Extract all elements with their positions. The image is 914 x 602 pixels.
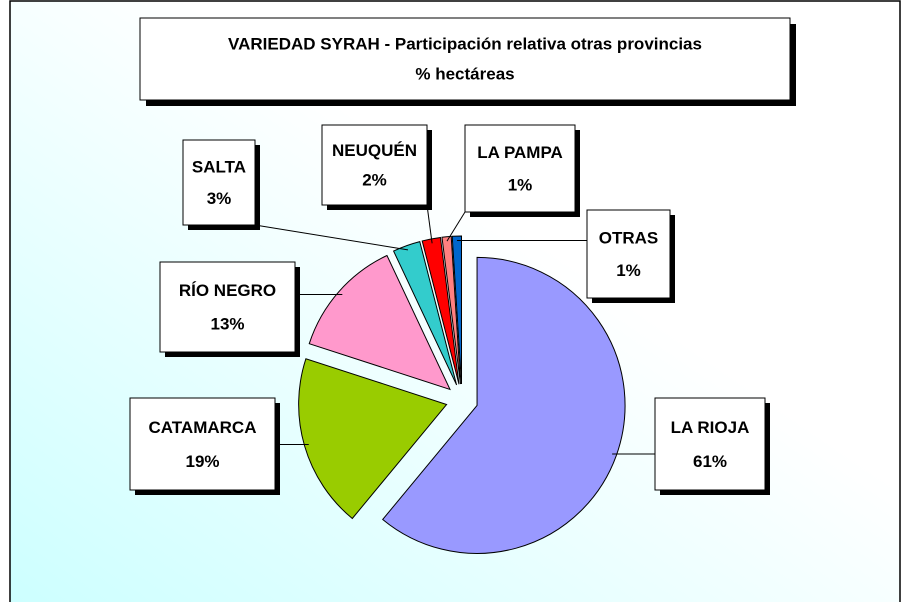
value-label: 3% [207,189,232,208]
pie-slice [392,240,458,386]
value-label: 61% [693,452,727,471]
title-box [139,17,791,101]
label-box [182,139,256,226]
label-box [321,124,428,206]
category-label: SALTA [192,158,246,177]
category-label: CATAMARCA [149,418,257,437]
value-label: 2% [362,170,387,189]
category-label: LA RIOJA [671,418,750,437]
label-box [129,397,276,491]
leader-line [446,211,466,242]
pie-slice [308,254,451,391]
label-box [464,124,576,213]
pie-slice [298,358,448,520]
leader-line [426,204,433,244]
category-label: RÍO NEGRO [179,281,276,300]
value-label: 13% [210,314,244,333]
pie-slice [451,235,462,385]
value-label: 1% [616,261,641,280]
category-label: OTRAS [599,229,659,248]
value-label: 1% [508,175,533,194]
leader-line [254,224,409,251]
pie-slice [441,235,461,385]
category-label: LA PAMPA [477,143,563,162]
pie-slice [382,256,626,554]
label-box [159,261,296,353]
chart-subtitle: % hectáreas [415,64,514,83]
value-label: 19% [185,452,219,471]
chart-title: VARIEDAD SYRAH - Participación relativa … [228,34,702,53]
label-box [586,209,671,299]
label-box [654,397,766,491]
category-label: NEUQUÉN [332,141,417,160]
